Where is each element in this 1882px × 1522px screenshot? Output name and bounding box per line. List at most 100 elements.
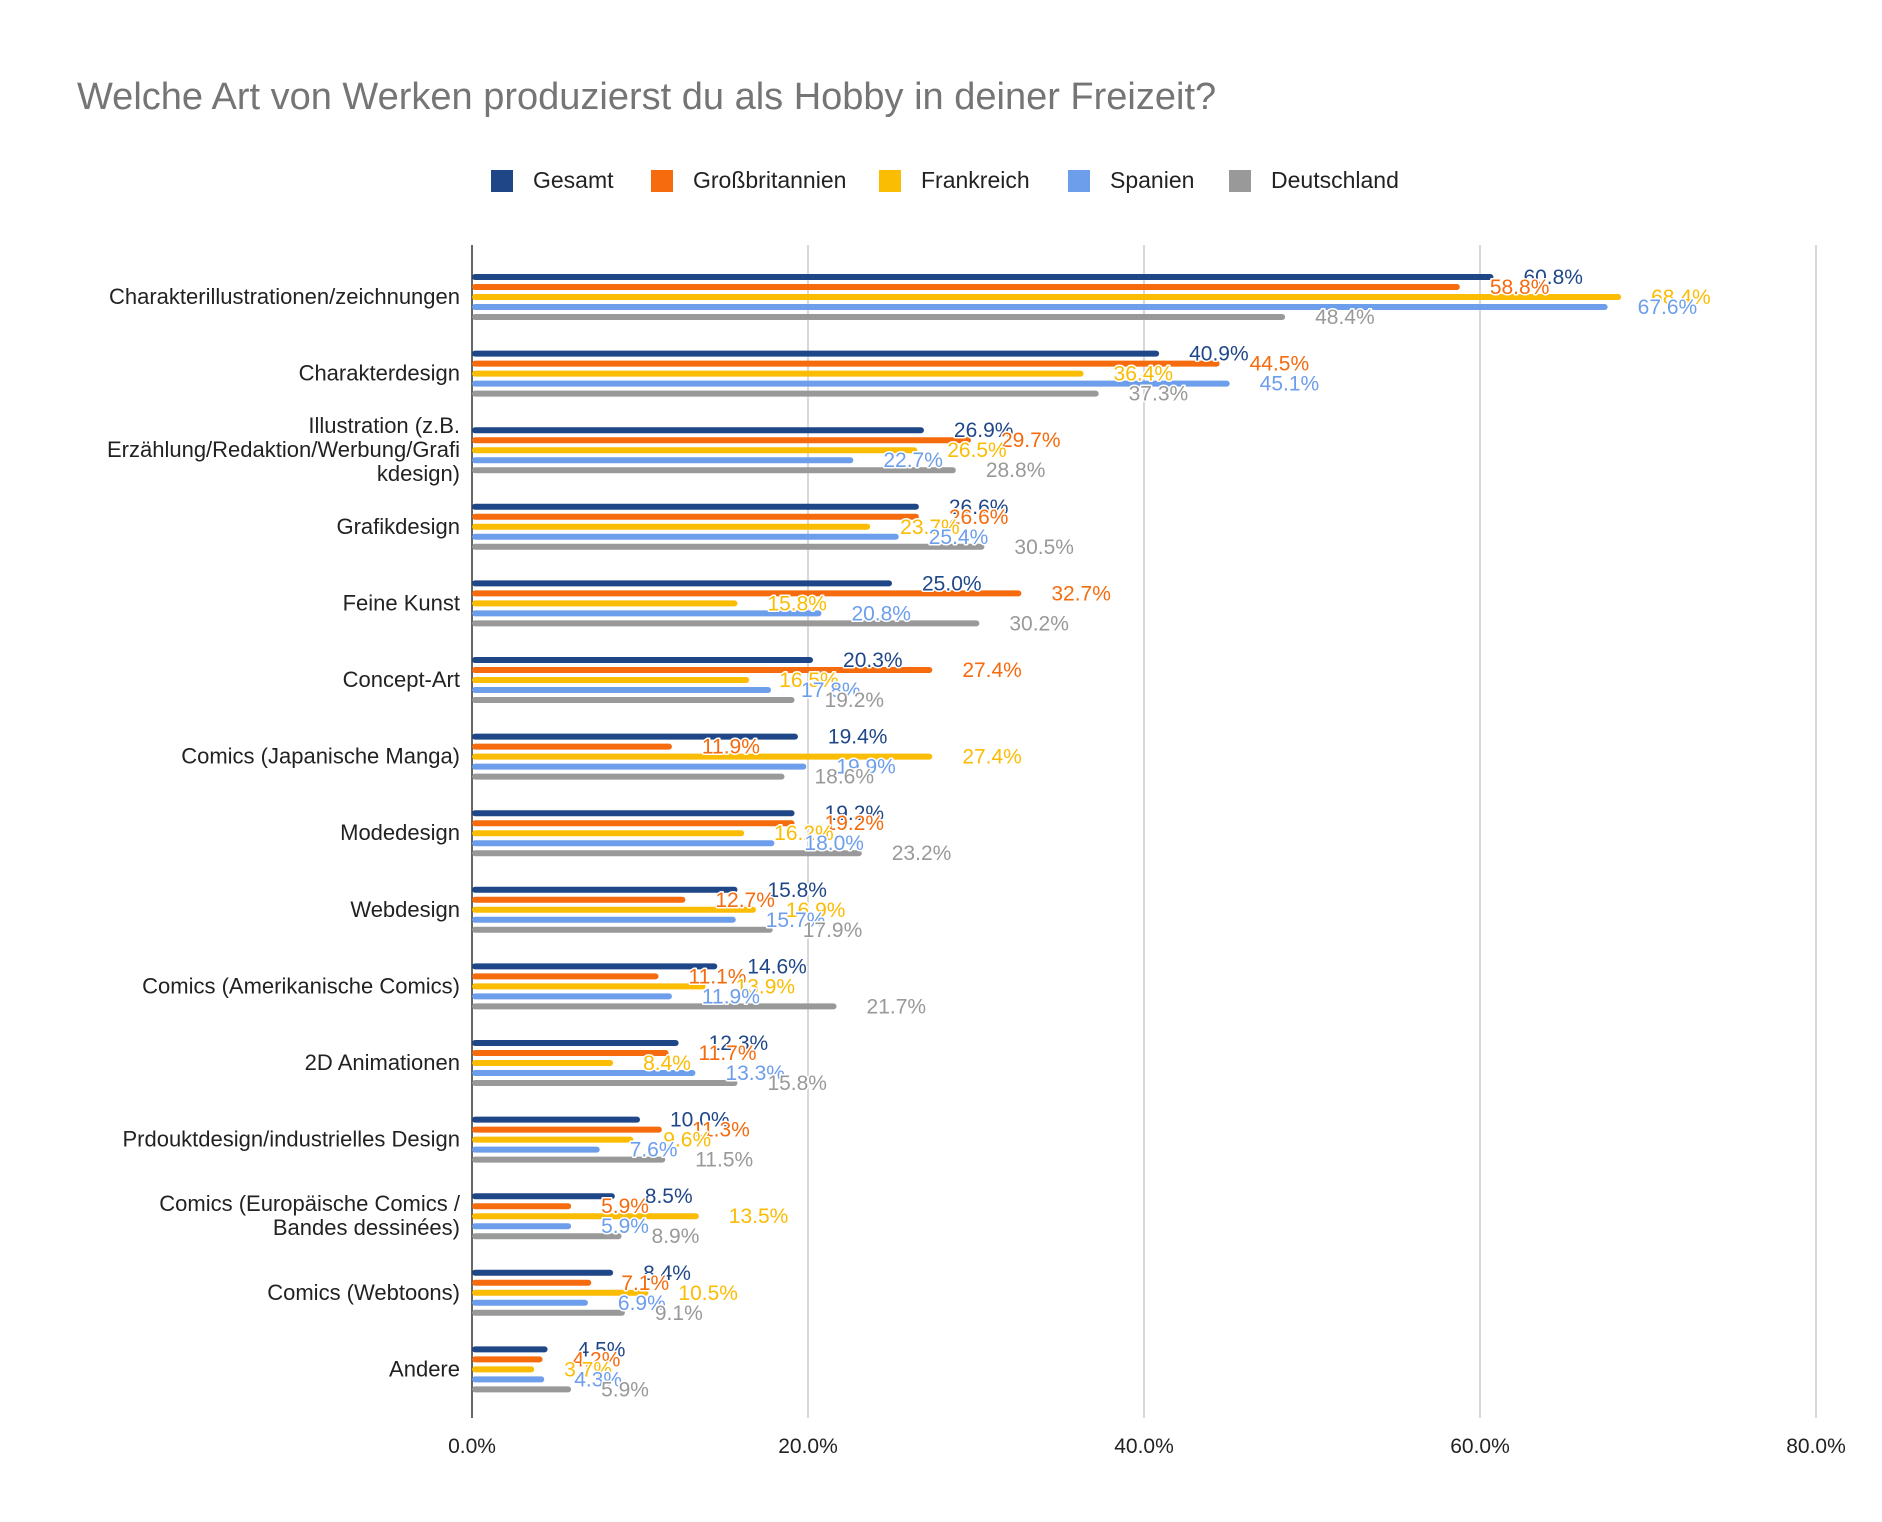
- bar: [472, 437, 971, 444]
- data-label: 8.4%: [643, 1262, 691, 1285]
- category-label: Comics (Europäische Comics /: [159, 1191, 461, 1216]
- data-label: 15.8%: [767, 879, 827, 902]
- bar: [472, 1116, 640, 1123]
- category-label: Illustration (z.B.: [308, 413, 460, 438]
- data-label: 10.0%: [670, 1109, 730, 1132]
- data-label: 4.3%: [574, 1368, 622, 1391]
- data-label: 6.9%: [618, 1292, 666, 1315]
- bar: [472, 820, 795, 827]
- data-label: 3.7%: [564, 1358, 612, 1381]
- data-label: 58.8%: [1490, 276, 1550, 299]
- bar: [472, 350, 1160, 357]
- category-label: Andere: [389, 1356, 460, 1381]
- bar: [472, 733, 798, 740]
- bar: [472, 1003, 837, 1010]
- category-label: 2D Animationen: [305, 1050, 460, 1075]
- category-label: Webdesign: [350, 897, 460, 922]
- category-label: Charakterdesign: [299, 361, 460, 386]
- bar: [472, 926, 773, 933]
- data-label: 48.4%: [1315, 306, 1375, 329]
- bar: [472, 1356, 543, 1363]
- bar: [472, 1279, 592, 1286]
- bar: [472, 983, 706, 990]
- data-label: 36.4%: [1114, 363, 1174, 386]
- data-label: 11.9%: [702, 985, 760, 1008]
- data-label: 25.4%: [929, 526, 989, 549]
- data-label: 9.6%: [663, 1129, 711, 1152]
- bar: [472, 1299, 588, 1306]
- data-label: 28.8%: [986, 459, 1046, 482]
- data-label: 19.4%: [828, 726, 888, 749]
- data-label: 15.8%: [767, 1072, 827, 1095]
- bar: [472, 620, 980, 627]
- bar: [472, 1386, 572, 1393]
- data-label: 4.2%: [573, 1348, 621, 1371]
- legend-swatch: [1068, 170, 1090, 192]
- legend-swatch: [1229, 170, 1251, 192]
- data-label: 30.5%: [1014, 536, 1074, 559]
- bar: [472, 590, 1022, 597]
- bar: [472, 886, 738, 893]
- bar: [472, 1376, 545, 1383]
- data-label: 13.5%: [729, 1205, 789, 1228]
- legend-label: Großbritannien: [693, 167, 846, 193]
- data-label: 8.9%: [652, 1225, 700, 1248]
- bars: [472, 274, 1622, 1393]
- data-label: 11.5%: [695, 1149, 753, 1172]
- bar: [472, 467, 956, 474]
- bar: [472, 503, 919, 510]
- bar: [472, 447, 918, 454]
- data-label: 20.8%: [851, 602, 911, 625]
- data-label: 13.3%: [725, 1062, 785, 1085]
- legend-label: Gesamt: [533, 167, 614, 193]
- data-label: 10.5%: [678, 1282, 738, 1305]
- bar: [472, 677, 750, 683]
- bar: [472, 427, 924, 434]
- chart-title: Welche Art von Werken produzierst du als…: [77, 76, 1216, 118]
- data-label: 30.2%: [1009, 612, 1069, 635]
- bar: [472, 1289, 649, 1296]
- legend-label: Spanien: [1110, 167, 1194, 193]
- data-label: 5.9%: [601, 1378, 649, 1401]
- bar: [472, 763, 807, 770]
- bar: [472, 314, 1286, 320]
- data-label: 8.4%: [643, 1052, 691, 1075]
- bar: [472, 1080, 738, 1086]
- category-label: Feine Kunst: [343, 590, 460, 615]
- legend-swatch: [651, 170, 673, 192]
- bar: [472, 304, 1608, 310]
- category-label: Modedesign: [340, 820, 460, 845]
- bar: [472, 580, 892, 587]
- bar: [472, 274, 1494, 280]
- x-axis-tick-labels: 0.0% 20.0% 40.0% 60.0% 80.0%: [448, 1435, 1846, 1458]
- data-label: 4.5%: [578, 1338, 626, 1361]
- bar: [472, 1136, 634, 1143]
- data-label: 60.8%: [1523, 266, 1583, 289]
- bar: [472, 610, 822, 617]
- bar: [472, 600, 738, 607]
- legend-swatch: [879, 170, 901, 192]
- data-label: 29.7%: [1001, 429, 1061, 452]
- data-label: 26.9%: [954, 419, 1014, 442]
- data-label: 12.3%: [709, 1032, 769, 1055]
- bar: [472, 1156, 666, 1163]
- x-tick-label: 80.0%: [1786, 1435, 1846, 1458]
- data-label: 16.2%: [774, 822, 834, 845]
- data-label: 19.2%: [825, 812, 885, 835]
- category-label: Charakterillustrationen/zeichnungen: [109, 284, 460, 309]
- data-label: 7.6%: [630, 1139, 678, 1162]
- bar: [472, 1126, 662, 1133]
- legend: Gesamt Großbritannien Frankreich Spanien Deu…: [491, 167, 1399, 193]
- data-label: 5.9%: [601, 1195, 649, 1218]
- bar: [472, 294, 1622, 300]
- bar: [472, 513, 919, 520]
- bar: [472, 523, 871, 530]
- bar: [472, 543, 985, 550]
- bar: [472, 1070, 696, 1076]
- data-label: 45.1%: [1260, 373, 1320, 396]
- x-tick-label: 0.0%: [448, 1435, 496, 1458]
- data-label: 32.7%: [1051, 582, 1111, 605]
- bar: [472, 810, 795, 817]
- category-label: Grafikdesign: [336, 514, 460, 539]
